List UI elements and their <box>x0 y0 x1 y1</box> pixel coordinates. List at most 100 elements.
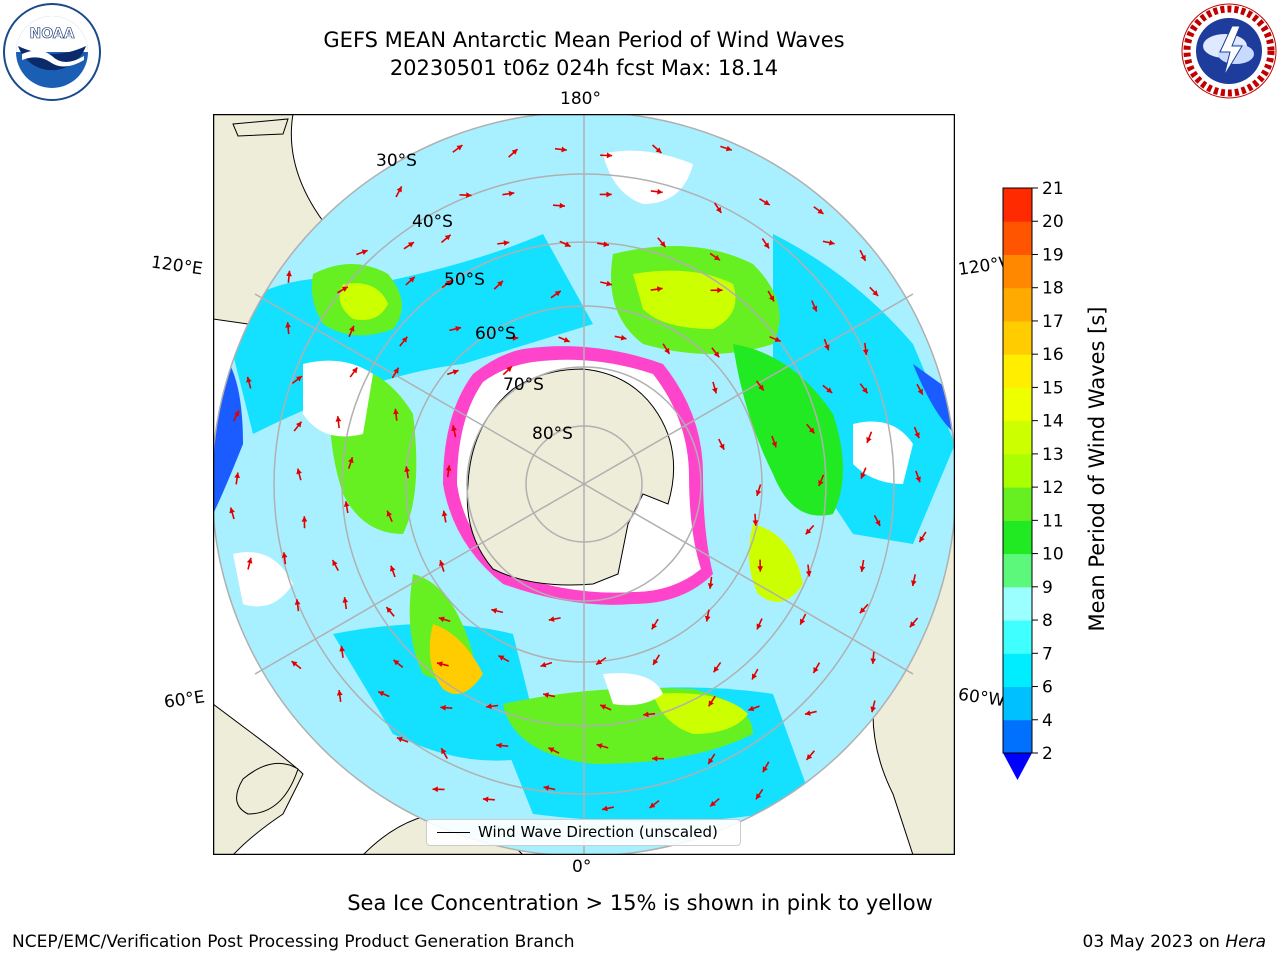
wave-direction-arrowhead <box>714 254 720 261</box>
wave-direction-arrowhead <box>511 149 518 155</box>
lat-label-70s: 70°S <box>503 375 544 395</box>
wave-direction-arrowhead <box>755 489 762 496</box>
wave-direction-arrowhead <box>343 501 350 507</box>
legend-label: Wind Wave Direction (unscaled) <box>478 823 718 841</box>
wave-direction-arrowhead <box>917 388 923 395</box>
wave-direction-arrowhead <box>752 673 758 680</box>
wave-direction-arrowhead <box>401 336 408 343</box>
wave-direction-arrowhead <box>452 369 459 375</box>
wave-direction-arrowhead <box>712 387 718 394</box>
wave-direction-arrowhead <box>651 623 658 630</box>
wave-direction-arrowhead <box>342 597 349 603</box>
lon-label-180: 180° <box>560 89 601 109</box>
colorbar-tick-label: 13 <box>1042 445 1064 465</box>
lat-label-40s: 40°S <box>412 212 453 232</box>
colorbar-label: Mean Period of Wind Waves [s] <box>1085 306 1109 632</box>
wave-direction-arrowhead <box>445 280 452 286</box>
lat-label-80s: 80°S <box>532 424 573 444</box>
noaa-logo-text: NOAA <box>30 26 75 42</box>
colorbar-tick-label: 6 <box>1042 678 1053 698</box>
wave-direction-arrowhead <box>657 188 663 195</box>
wave-direction-arrowhead <box>909 621 916 628</box>
nws-logo <box>1181 3 1277 99</box>
wave-direction-arrowhead <box>437 661 443 667</box>
wave-direction-arrowhead <box>603 241 609 248</box>
wave-direction-arrowhead <box>296 468 302 475</box>
colorbar-block <box>1003 387 1032 422</box>
colorbar-tick-label: 15 <box>1042 378 1064 398</box>
wind-wave-arrows <box>229 144 927 812</box>
wave-direction-arrowhead <box>234 410 240 417</box>
wave-direction-arrowhead <box>715 206 722 213</box>
wave-direction-arrowhead <box>339 645 345 652</box>
wave-direction-arrowhead <box>445 465 452 471</box>
wave-direction-arrowhead <box>336 689 343 696</box>
lat-label-50s: 50°S <box>444 270 485 290</box>
graticule <box>214 115 954 854</box>
colorbar-block <box>1003 620 1032 654</box>
wave-direction-arrowhead <box>870 658 877 664</box>
wave-direction-arrowhead <box>811 305 818 312</box>
colorbar-blocks <box>1003 188 1032 754</box>
wave-direction-arrowhead <box>341 286 348 292</box>
wave-direction-arrowhead <box>808 427 815 434</box>
wave-direction-arrowhead <box>451 425 457 432</box>
wave-direction-arrowhead <box>606 280 612 287</box>
wave-direction-arrowhead <box>455 326 462 332</box>
wave-direction-arrowhead <box>393 408 399 415</box>
wave-direction-arrowhead <box>349 325 355 332</box>
lon-label-120e: 120°E <box>149 252 204 280</box>
lon-label-0: 0° <box>572 857 592 877</box>
noaa-logo: NOAA <box>3 3 101 101</box>
colorbar-block <box>1003 586 1032 621</box>
wave-direction-arrowhead <box>875 519 881 526</box>
wave-direction-arrowhead <box>774 336 781 343</box>
wave-direction-arrowhead <box>564 241 571 247</box>
wave-direction-arrowhead <box>432 786 438 793</box>
wave-direction-arrowhead <box>561 146 567 153</box>
colorbar-tick-label: 20 <box>1042 212 1064 232</box>
wave-direction-arrowhead <box>649 802 656 808</box>
wave-direction-arrowhead <box>482 796 489 803</box>
wave-direction-arrowhead <box>800 618 806 625</box>
wave-direction-arrowhead <box>548 616 555 622</box>
wave-direction-arrowhead <box>548 747 555 753</box>
map-legend: Wind Wave Direction (unscaled) <box>426 819 741 846</box>
footer-machine: Hera <box>1225 932 1266 952</box>
wave-direction-arrowhead <box>652 755 658 762</box>
colorbar-block <box>1003 719 1032 754</box>
wave-direction-arrowhead <box>348 457 354 464</box>
wave-direction-arrowhead <box>440 704 446 711</box>
wave-direction-arrowhead <box>393 367 399 374</box>
wave-direction-arrowhead <box>332 560 338 567</box>
wave-direction-arrowhead <box>407 242 414 248</box>
colorbar-tick-label: 7 <box>1042 644 1053 664</box>
colorbar-tick-label: 8 <box>1042 611 1053 631</box>
wave-direction-arrowhead <box>393 659 400 666</box>
wave-direction-arrowhead <box>755 793 762 800</box>
map-title-line-2: 20230501 t06z 024h fcst Max: 18.14 <box>389 56 779 80</box>
wave-direction-arrowhead <box>602 805 608 812</box>
wave-direction-arrowhead <box>596 659 603 665</box>
colorbar-block <box>1003 188 1032 222</box>
wave-direction-arrowhead <box>756 623 762 630</box>
wave-direction-arrowhead <box>466 192 472 199</box>
polar-map[interactable] <box>213 114 955 855</box>
wave-direction-arrowhead <box>600 704 607 710</box>
wave-direction-arrowhead <box>540 661 547 668</box>
wave-direction-arrowhead <box>498 655 505 661</box>
wave-direction-arrowhead <box>752 520 759 526</box>
wave-direction-arrowhead <box>805 570 812 577</box>
wave-direction-arrowhead <box>910 580 917 587</box>
colorbar-tick-label: 11 <box>1042 511 1064 531</box>
sea-ice-caption: Sea Ice Concentration > 15% is shown in … <box>347 891 933 915</box>
colorbar-under-triangle <box>1003 753 1032 780</box>
colorbar-block <box>1003 653 1032 688</box>
legend-line-sample <box>437 832 470 833</box>
wave-direction-arrowhead <box>386 607 393 613</box>
wave-direction-arrowhead <box>813 667 819 674</box>
colorbar-block <box>1003 520 1032 555</box>
wave-direction-arrowhead <box>285 322 291 328</box>
wave-direction-arrowhead <box>763 199 770 206</box>
wave-direction-arrowhead <box>408 276 415 283</box>
